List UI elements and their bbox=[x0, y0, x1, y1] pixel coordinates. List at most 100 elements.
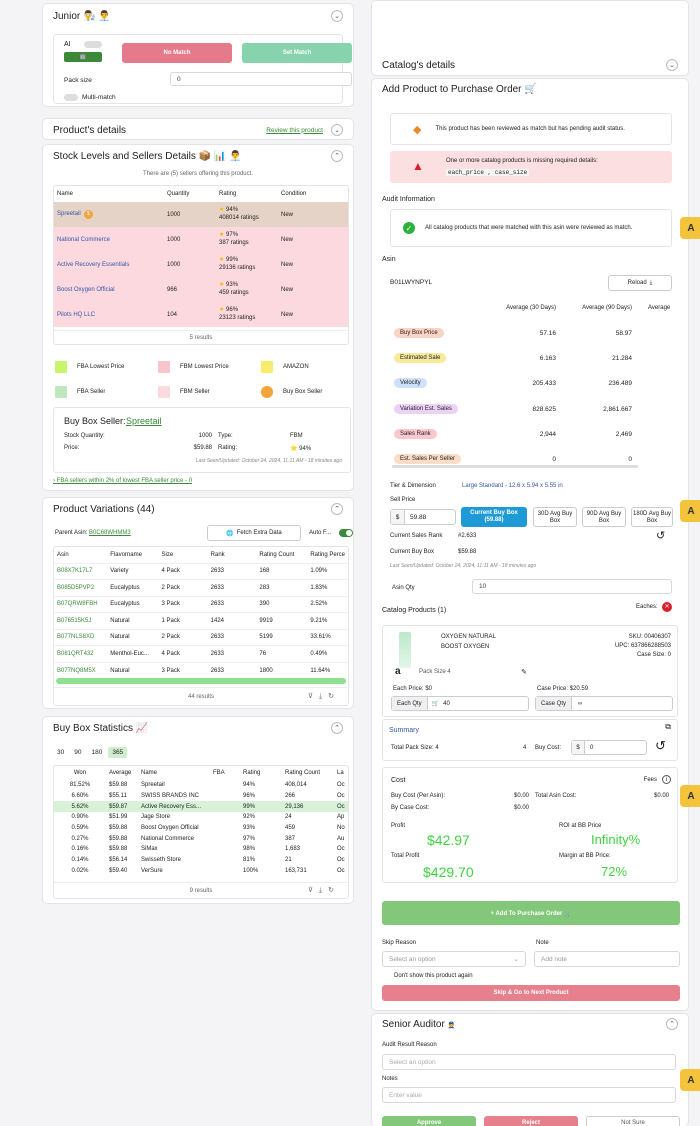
reset-icon[interactable]: ↺ bbox=[656, 530, 666, 542]
assistant-badge[interactable]: A bbox=[680, 500, 700, 522]
seller-name-text[interactable]: Active Recovery Essentials bbox=[57, 261, 130, 268]
seller-name-text[interactable]: Boost Oxygen Official bbox=[57, 286, 115, 293]
col-average: Average bbox=[109, 770, 132, 776]
reject-button[interactable]: Reject bbox=[484, 1116, 578, 1126]
no-match-button[interactable]: No Match bbox=[122, 43, 232, 63]
table-row: Spreetail $1000 ★ 94% 408014 ratings New bbox=[54, 202, 348, 227]
current-buybox-value: (59.88) bbox=[484, 517, 504, 523]
add-to-po-button[interactable]: + Add To Purchase Order 🛒 bbox=[382, 901, 680, 925]
chevron-up-icon[interactable]: ⌃ bbox=[331, 503, 343, 515]
asin-qty-input[interactable]: 10 bbox=[472, 579, 672, 594]
refresh-icon[interactable]: ↻ bbox=[328, 887, 340, 894]
reload-label: Reload bbox=[627, 280, 647, 286]
variation-asin[interactable]: B081QRT432 bbox=[57, 650, 94, 657]
table-row: B07QRW8FBH Eucalyptus 3 Pack 2633 390 2.52% bbox=[54, 596, 348, 613]
not-sure-button[interactable]: Not Sure bbox=[586, 1116, 680, 1126]
buybox-badge-icon: $ bbox=[83, 210, 93, 219]
amazon-icon[interactable]: a bbox=[395, 666, 401, 677]
variation-asin[interactable]: B085D5PVP2 bbox=[57, 584, 95, 591]
edit-icon[interactable]: ✎ bbox=[521, 669, 527, 676]
horizontal-scrollbar[interactable] bbox=[392, 465, 638, 468]
metric-90d: 236.489 bbox=[608, 380, 633, 388]
chevron-down-icon[interactable]: ⌄ bbox=[666, 59, 678, 71]
horizontal-scrollbar[interactable] bbox=[56, 678, 346, 684]
avg180-buybox-button[interactable]: 180D Avg Buy Box bbox=[631, 507, 673, 527]
fba-sellers-link[interactable]: › FBA sellers within 2% of lowest FBA se… bbox=[53, 478, 193, 484]
stat-cell: National Commerce bbox=[141, 835, 195, 842]
chevron-up-icon[interactable]: ⌃ bbox=[666, 1018, 678, 1030]
ai-toggle[interactable] bbox=[84, 41, 102, 48]
set-match-button[interactable]: Set Match bbox=[242, 43, 352, 63]
table-row: 0.02% $59.40 VerSure 100% 163,731 Oc bbox=[54, 866, 348, 877]
seller-name-text[interactable]: Pilots HQ LLC bbox=[57, 311, 96, 318]
case-qty-input[interactable]: Case Qty ∞ bbox=[535, 696, 673, 711]
skip-next-button[interactable]: Skip & Go to Next Product bbox=[382, 985, 680, 1001]
current-buybox-button[interactable]: Current Buy Box (59.88) bbox=[461, 507, 527, 527]
tab-period-30[interactable]: 30 bbox=[57, 749, 65, 756]
parent-asin-link[interactable]: B0C68WHMM3 bbox=[89, 530, 131, 536]
assistant-badge[interactable]: A bbox=[680, 217, 700, 239]
dont-show-label[interactable]: Don't show this product again bbox=[394, 973, 473, 979]
variation-asin[interactable]: B07QRW8FBH bbox=[57, 601, 98, 608]
info-icon[interactable]: i bbox=[662, 775, 671, 784]
each-qty-label: Each Qty bbox=[392, 697, 428, 710]
download-icon[interactable]: ⤓ bbox=[319, 693, 329, 700]
buy-cost-input[interactable]: $ 0 bbox=[571, 740, 647, 755]
buybox-seller-name[interactable]: Spreetail bbox=[126, 416, 162, 426]
stat-cell: Boost Oxygen Official bbox=[141, 825, 199, 832]
filter-icon[interactable]: ⊽ bbox=[307, 693, 320, 700]
note-input[interactable]: Add note bbox=[534, 951, 680, 967]
metric-pill: Velocity bbox=[394, 378, 427, 389]
pack-size-input[interactable]: 0 bbox=[170, 72, 352, 86]
reset-icon[interactable]: ↺ bbox=[655, 738, 666, 753]
notes-input[interactable]: Enter value bbox=[382, 1087, 676, 1103]
seller-name-text[interactable]: Spreetail bbox=[57, 211, 81, 217]
chevron-down-icon[interactable]: ⌄ bbox=[331, 124, 343, 136]
total-profit-value: $429.70 bbox=[423, 864, 474, 880]
sell-price-input[interactable]: $ 59.88 bbox=[390, 509, 456, 525]
tab-period-180[interactable]: 180 bbox=[91, 749, 103, 756]
eaches-toggle-icon[interactable]: ✕ bbox=[662, 602, 672, 612]
chevron-down-icon[interactable]: ⌄ bbox=[331, 10, 343, 22]
avg90-buybox-button[interactable]: 90D Avg Buy Box bbox=[582, 507, 626, 527]
avg30-buybox-button[interactable]: 30D Avg Buy Box bbox=[533, 507, 577, 527]
download-icon[interactable]: ⤓ bbox=[319, 887, 329, 894]
tab-period-90[interactable]: 90 bbox=[74, 749, 82, 756]
filter-icon[interactable]: ⊽ bbox=[307, 887, 320, 894]
chevron-up-icon[interactable]: ⌃ bbox=[331, 722, 343, 734]
metric-90d: 0 bbox=[628, 456, 632, 463]
external-link-icon[interactable]: ⧉ bbox=[665, 722, 671, 731]
globe-icon: 🌐 bbox=[226, 530, 234, 537]
each-qty-input[interactable]: Each Qty 🛒 40 bbox=[391, 696, 529, 711]
audit-result-select[interactable]: Select an option bbox=[382, 1054, 676, 1070]
catalog-products-label: Catalog Products (1) bbox=[382, 607, 447, 614]
ai-robot-icon[interactable]: 🤖 bbox=[64, 52, 102, 62]
col-rating-percent: Rating Perce bbox=[310, 551, 345, 558]
multi-match-toggle[interactable] bbox=[64, 94, 78, 101]
star-icon: ★ bbox=[219, 282, 227, 289]
refresh-icon[interactable]: ↻ bbox=[328, 693, 340, 700]
skip-next-label: Skip & Go to Next Product bbox=[493, 990, 569, 996]
variation-asin[interactable]: B076515K5J bbox=[57, 617, 92, 624]
assistant-badge[interactable]: A bbox=[680, 1069, 700, 1091]
fetch-extra-data-button[interactable]: 🌐 Fetch Extra Data bbox=[207, 525, 301, 541]
reload-button[interactable]: Reload ⤓ bbox=[608, 275, 672, 291]
variations-table: Asin Flavorname Size Rank Rating Count R… bbox=[54, 547, 348, 679]
cost-label: Cost bbox=[391, 777, 406, 784]
tab-period-365[interactable]: 365 bbox=[108, 747, 128, 758]
variation-asin[interactable]: B077NLS8XD bbox=[57, 634, 95, 641]
approve-button[interactable]: Approve bbox=[382, 1116, 476, 1126]
variation-asin[interactable]: B08X7K17L7 bbox=[57, 568, 93, 575]
review-product-link[interactable]: Review this product bbox=[266, 126, 323, 134]
chevron-up-icon[interactable]: ⌃ bbox=[331, 150, 343, 162]
skip-reason-select[interactable]: Select an option ⌄ bbox=[382, 951, 526, 967]
variation-cell: Natural bbox=[110, 667, 130, 674]
missing-details-alert: ▲ One or more catalog products is missin… bbox=[390, 151, 672, 183]
auto-fetch-toggle[interactable] bbox=[339, 529, 353, 537]
fetch-extra-data-label: Fetch Extra Data bbox=[236, 530, 282, 536]
assistant-badge[interactable]: A bbox=[680, 785, 700, 807]
variation-asin[interactable]: B077NQ8M5X bbox=[57, 667, 96, 674]
current-bb-label: Current Buy Box bbox=[390, 549, 435, 555]
star-icon: ★ bbox=[219, 232, 227, 239]
seller-name-text[interactable]: National Commerce bbox=[57, 236, 111, 243]
